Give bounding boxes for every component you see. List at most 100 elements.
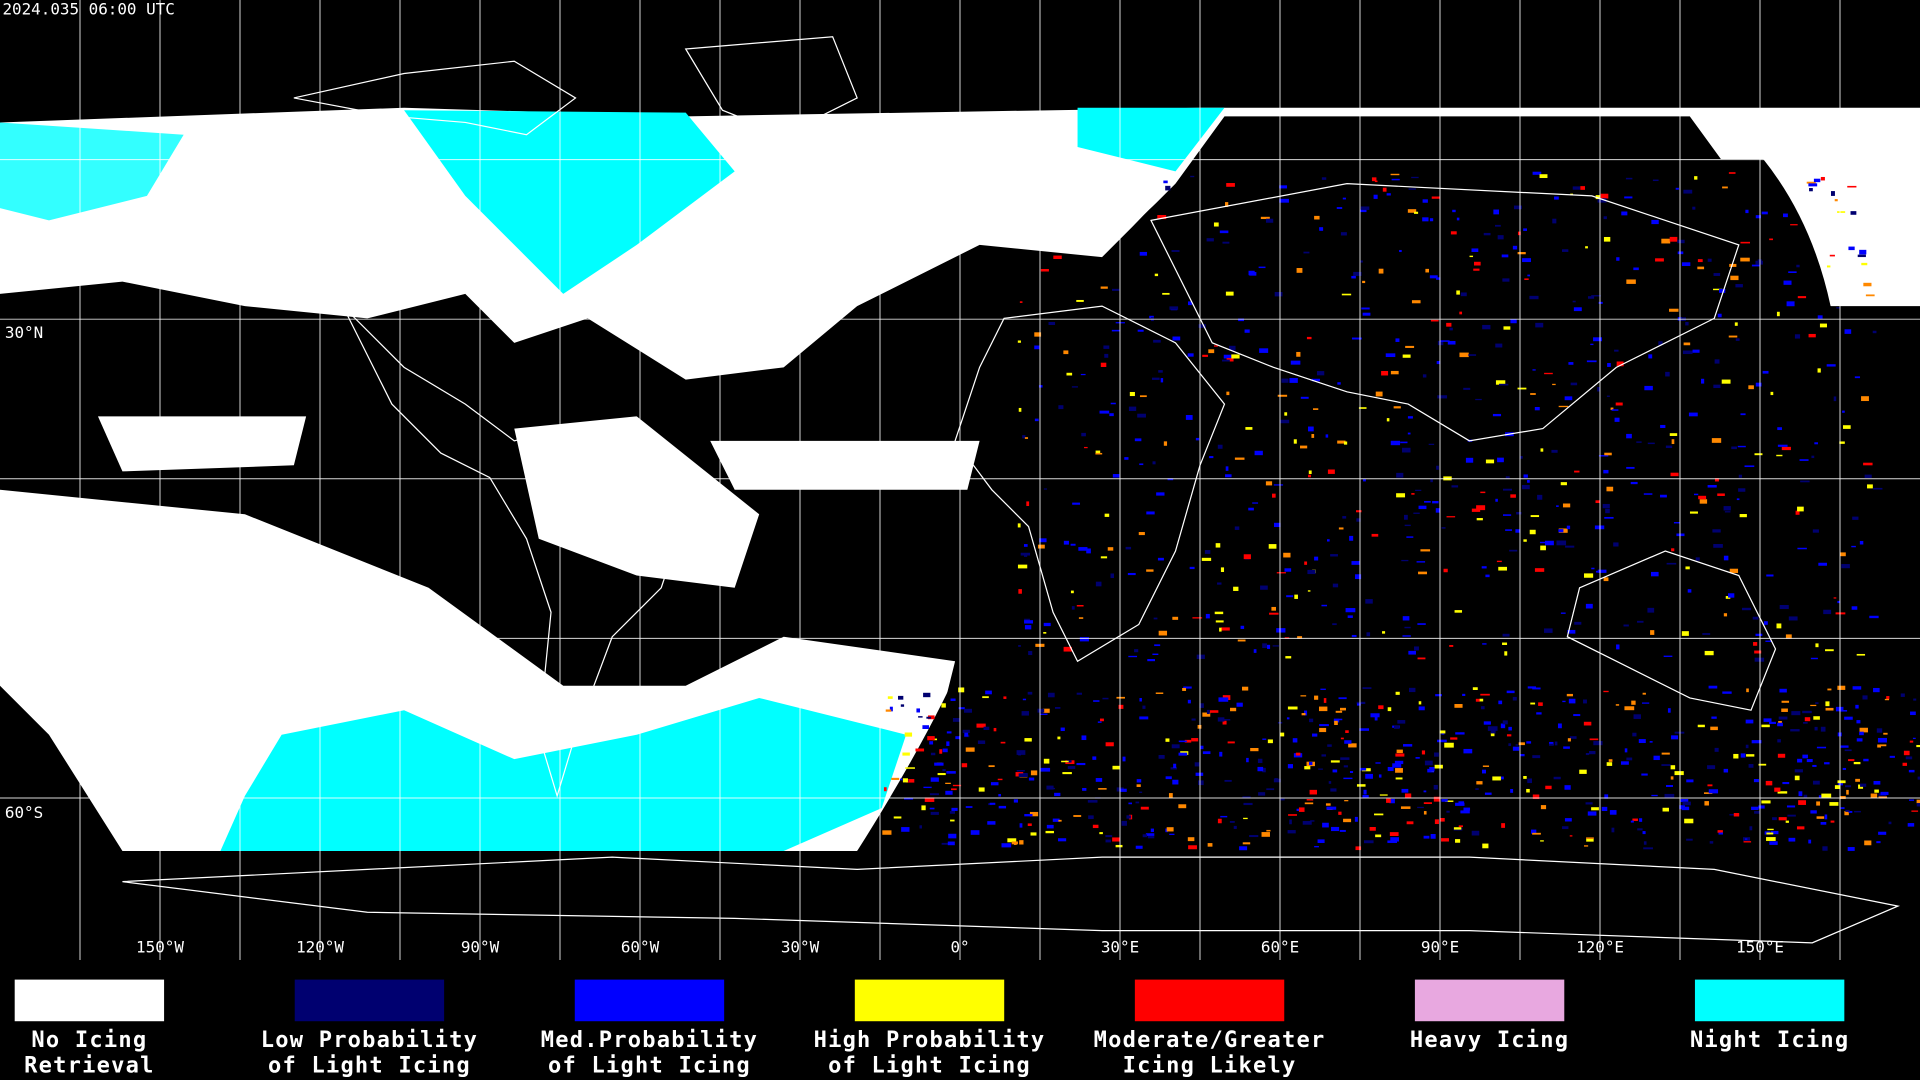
speckle	[1160, 378, 1164, 383]
speckle	[1099, 832, 1103, 835]
speckle	[1321, 754, 1327, 757]
speckle	[1027, 691, 1033, 695]
speckle	[1859, 540, 1864, 545]
speckle	[1128, 802, 1133, 805]
speckle	[1062, 772, 1072, 775]
speckle	[1609, 810, 1617, 815]
speckle	[1603, 577, 1609, 582]
speckle	[1016, 770, 1025, 772]
speckle	[1825, 701, 1830, 707]
speckle	[1731, 446, 1737, 450]
speckle	[1523, 474, 1528, 478]
speckle	[1342, 197, 1346, 200]
speckle	[1713, 273, 1721, 276]
speckle	[1808, 333, 1816, 338]
speckle	[1572, 300, 1576, 303]
speckle	[1139, 463, 1144, 466]
speckle	[1502, 278, 1510, 282]
speckle	[1855, 704, 1859, 709]
speckle	[1321, 177, 1327, 180]
speckle	[1084, 446, 1088, 449]
speckle	[1733, 753, 1739, 759]
speckle	[1411, 300, 1421, 304]
speckle	[1587, 296, 1595, 299]
speckle	[1677, 239, 1685, 244]
speckle	[1254, 450, 1263, 456]
speckle	[1306, 336, 1312, 340]
speckle	[1527, 686, 1536, 689]
speckle	[1877, 737, 1887, 743]
speckle	[1406, 536, 1414, 538]
speckle	[1903, 750, 1910, 756]
speckle	[1034, 418, 1039, 422]
speckle	[1100, 362, 1107, 367]
speckle	[1642, 692, 1646, 695]
speckle	[1665, 785, 1673, 787]
speckle	[1714, 478, 1719, 482]
speckle	[1323, 698, 1327, 703]
speckle	[1162, 292, 1170, 295]
speckle	[1603, 469, 1609, 474]
speckle	[1118, 704, 1124, 709]
speckle	[1145, 833, 1155, 836]
speckle	[1729, 568, 1739, 573]
speckle	[1396, 493, 1406, 498]
speckle	[1385, 353, 1396, 358]
coastline	[122, 856, 1901, 944]
speckle	[1796, 264, 1800, 268]
speckle	[1558, 405, 1569, 408]
speckle	[1354, 816, 1358, 822]
speckle	[1280, 732, 1285, 737]
speckle	[1497, 235, 1504, 240]
speckle	[1850, 211, 1857, 215]
speckle	[1400, 806, 1411, 809]
speckle	[1485, 574, 1490, 578]
speckle	[1569, 736, 1577, 739]
speckle	[1761, 800, 1771, 804]
speckle	[1772, 817, 1777, 821]
speckle	[1902, 762, 1908, 766]
speckle	[1029, 811, 1039, 817]
speckle	[958, 687, 965, 693]
speckle	[1816, 801, 1821, 806]
speckle	[929, 741, 934, 745]
speckle	[1317, 839, 1325, 843]
speckle	[1147, 659, 1156, 662]
speckle	[1449, 645, 1454, 647]
speckle	[1754, 811, 1760, 814]
speckle	[1099, 718, 1104, 722]
speckle	[1681, 806, 1690, 811]
speckle	[1580, 186, 1586, 190]
speckle	[1356, 703, 1361, 706]
speckle	[1697, 259, 1703, 263]
speckle	[1740, 241, 1751, 244]
legend-swatch	[574, 979, 725, 1022]
speckle	[1554, 196, 1559, 200]
coastline	[342, 305, 687, 799]
speckle	[1136, 784, 1141, 787]
lon-label: 60°E	[1261, 938, 1299, 957]
speckle	[1187, 837, 1195, 842]
speckle	[1378, 705, 1384, 710]
speckle	[1797, 547, 1807, 550]
speckle	[1816, 746, 1827, 749]
lat-label: 30°N	[5, 323, 43, 342]
speckle	[1215, 543, 1221, 548]
speckle	[1648, 354, 1653, 359]
speckle	[1422, 374, 1427, 378]
speckle	[1392, 763, 1402, 768]
speckle	[1302, 821, 1312, 825]
speckle	[1794, 334, 1801, 339]
speckle	[1099, 410, 1110, 414]
speckle	[1437, 340, 1444, 346]
speckle	[1391, 178, 1400, 181]
speckle	[1257, 758, 1263, 764]
speckle	[1687, 589, 1692, 593]
speckle	[1638, 739, 1646, 744]
speckle	[1120, 788, 1127, 792]
speckle	[1684, 818, 1694, 824]
speckle	[1279, 185, 1288, 189]
speckle	[1661, 752, 1670, 755]
speckle	[1390, 837, 1399, 842]
speckle	[1643, 847, 1653, 850]
